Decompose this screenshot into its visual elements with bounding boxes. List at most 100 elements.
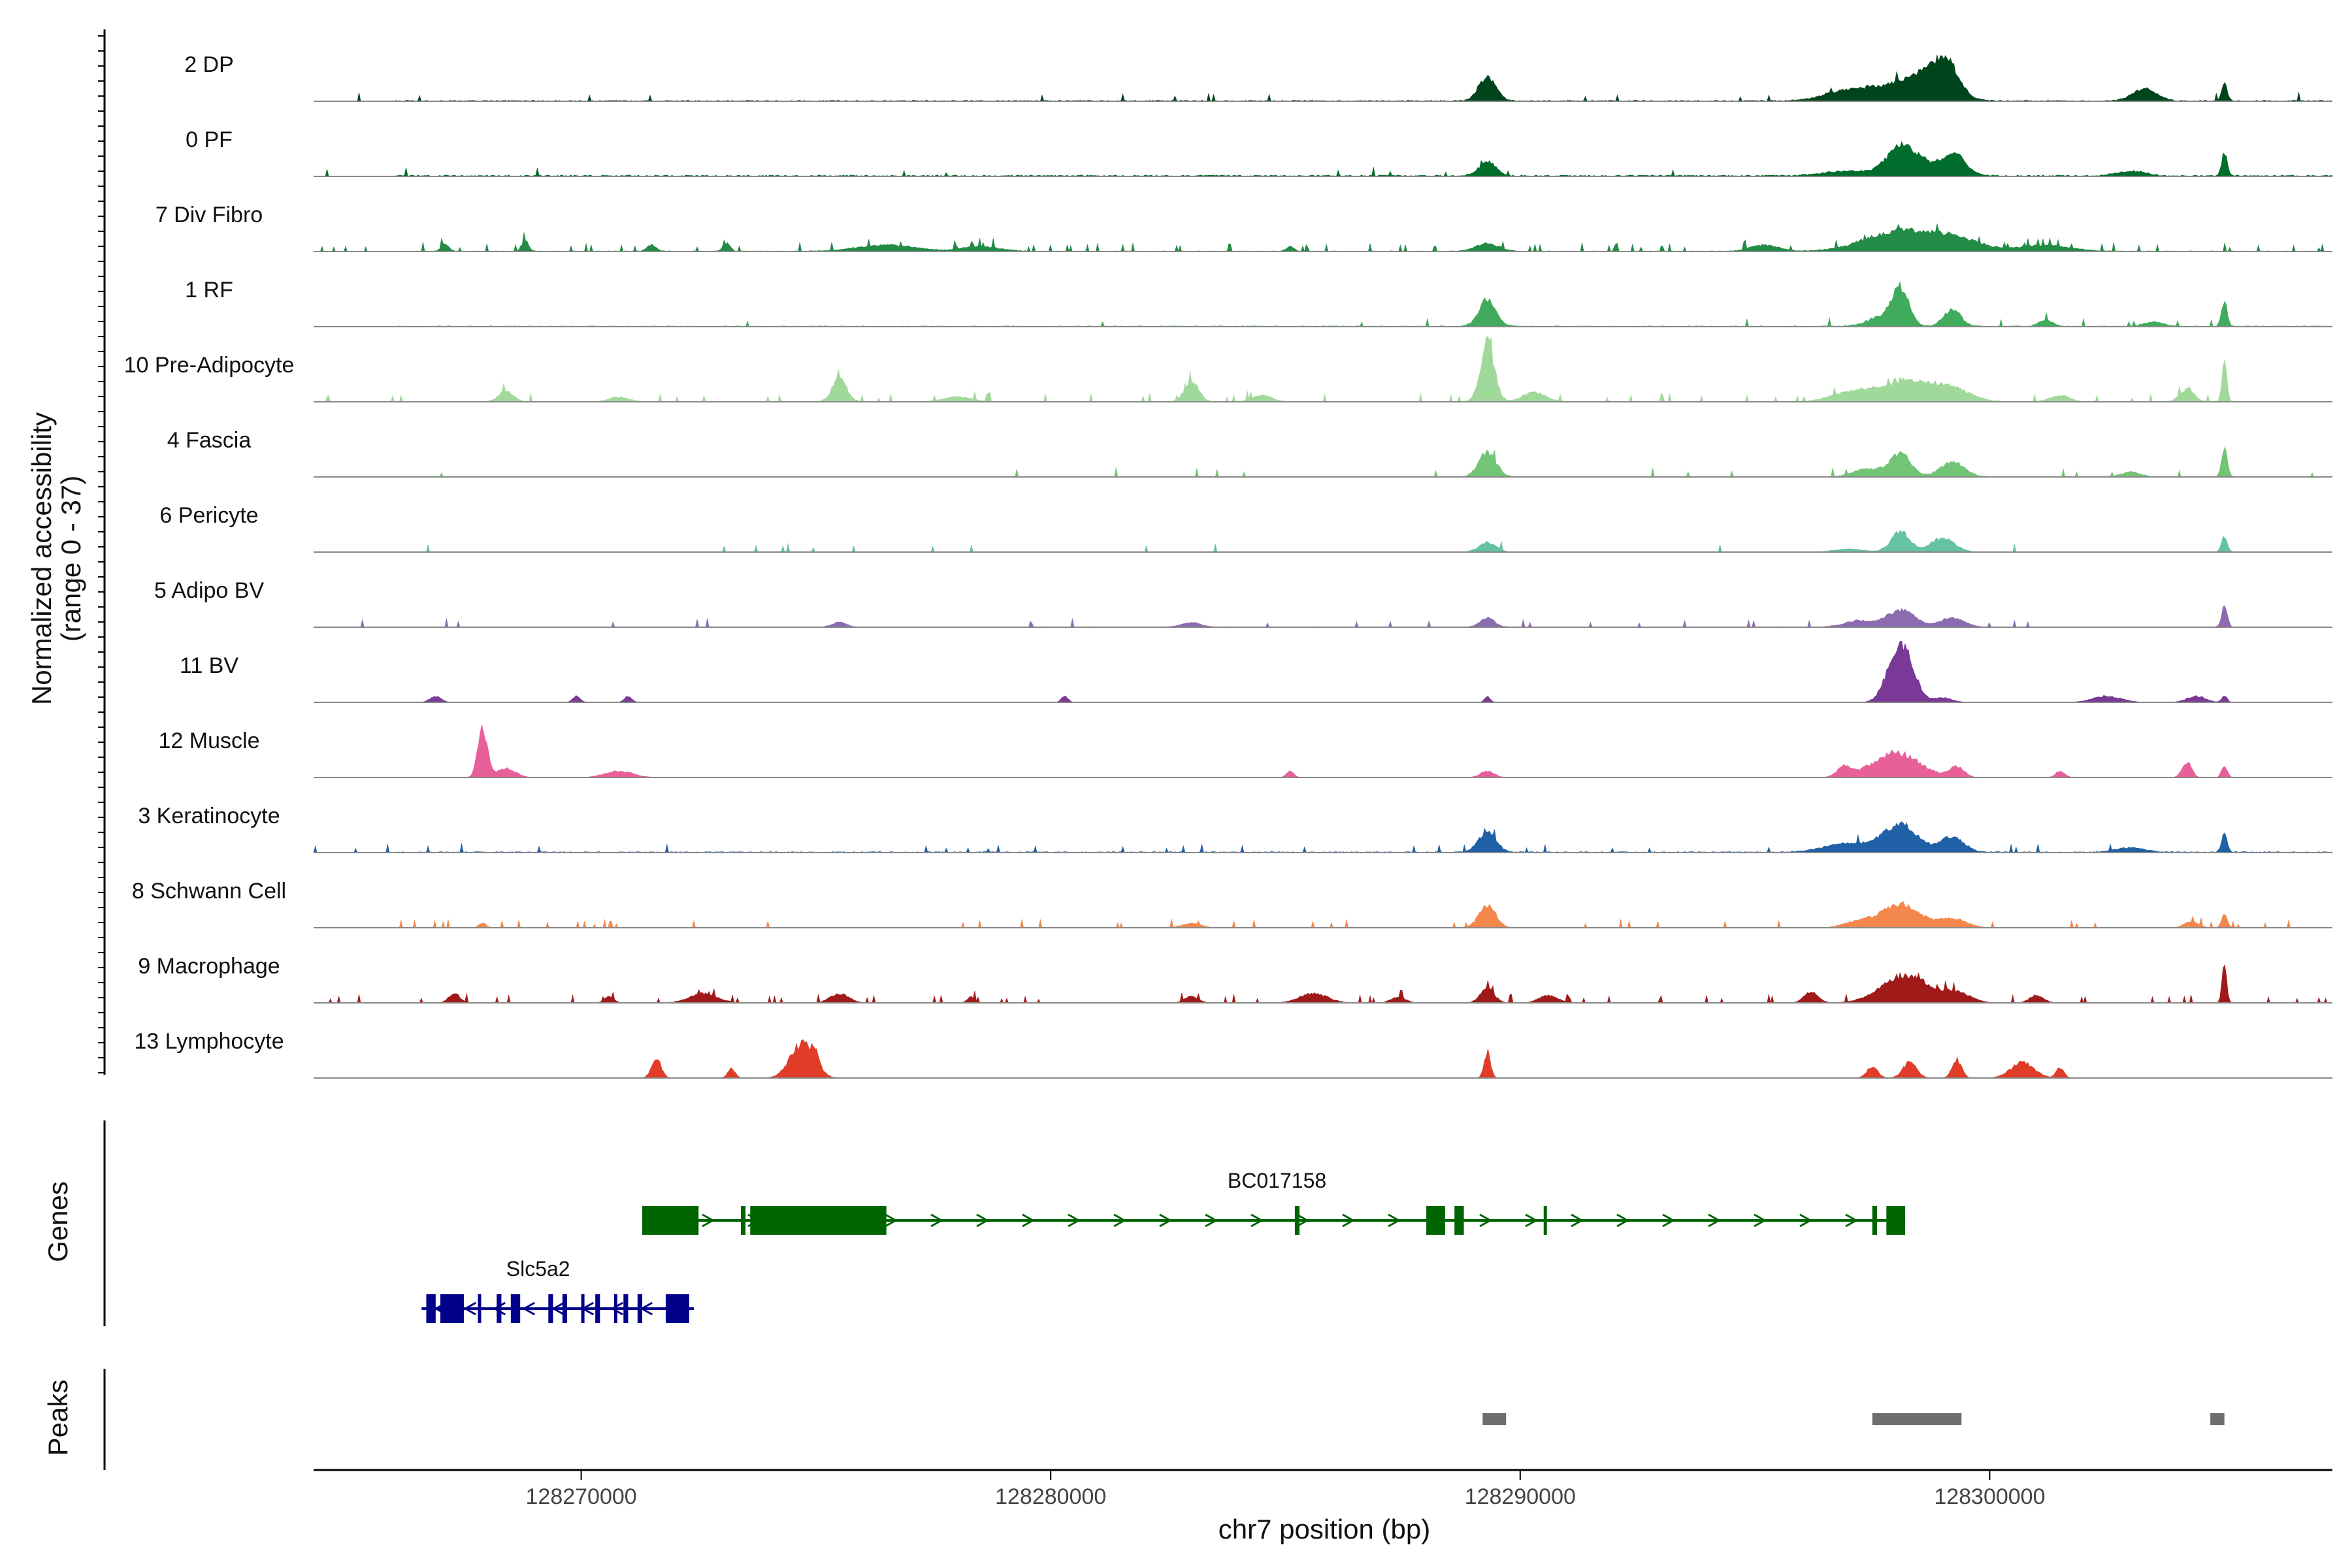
strand-arrow [1388, 1213, 1401, 1228]
x-tick-label: 128270000 [526, 1484, 637, 1509]
coverage-area [314, 529, 2333, 553]
coverage-track: 8 Schwann Cell [132, 879, 2332, 928]
peak-region [2210, 1413, 2225, 1425]
strand-arrow [702, 1213, 715, 1228]
gene-exon [665, 1294, 689, 1323]
strand-arrow [1296, 1213, 1310, 1228]
y-axis-title: Normalized accessibility [26, 412, 57, 705]
peak-region [1872, 1413, 1962, 1425]
coverage-track: 2 DP [184, 52, 2333, 102]
gene-exon [510, 1294, 521, 1323]
gene-exon [548, 1294, 553, 1323]
strand-arrow [1022, 1213, 1036, 1228]
coverage-track: 3 Keratinocyte [138, 804, 2333, 853]
genes-panel-label: Genes [42, 1181, 73, 1262]
gene-model: Slc5a2 [421, 1257, 694, 1323]
strand-arrow [1799, 1213, 1813, 1228]
coverage-track: 0 PF [186, 127, 2333, 177]
gene-exon [1426, 1206, 1445, 1235]
strand-arrow [1479, 1213, 1493, 1228]
gene-name: Slc5a2 [506, 1257, 570, 1281]
strand-arrow [1342, 1213, 1356, 1228]
gene-exon [440, 1294, 464, 1323]
strand-arrow [493, 1301, 506, 1316]
coverage-area [314, 964, 2332, 1004]
coverage-area [314, 223, 2333, 252]
track-label: 4 Fascia [167, 428, 252, 453]
gene-exon [1454, 1206, 1464, 1235]
coverage-track: 1 RF [185, 278, 2333, 327]
gene-annotation-panel: BC017158 Slc5a2 [103, 1120, 1906, 1326]
accessibility-tracks: 2 DP 0 PF 7 Div Fibro 1 RF 10 Pre-Adipocyte 4… [98, 29, 2333, 1079]
peaks-panel-label: Peaks [42, 1380, 73, 1456]
track-label: 7 Div Fibro [155, 203, 263, 227]
track-label: 9 Macrophage [138, 954, 280, 979]
gene-exon [497, 1294, 502, 1323]
track-label: 3 Keratinocyte [138, 804, 280, 828]
strand-arrow [1525, 1213, 1539, 1228]
y-axis-subtitle: (range 0 - 37) [56, 476, 86, 642]
coverage-track: 10 Pre-Adipocyte [124, 336, 2333, 402]
coverage-area [314, 605, 2333, 628]
strand-arrow [885, 1213, 898, 1228]
peak-region [1482, 1413, 1507, 1425]
coverage-track: 13 Lymphocyte [134, 1029, 2332, 1079]
coverage-area [314, 140, 2333, 177]
gene-exon [595, 1294, 600, 1323]
x-tick-label: 128300000 [1934, 1484, 2045, 1509]
strand-arrow [522, 1301, 536, 1316]
gene-model: BC017158 [642, 1169, 1906, 1235]
x-tick-label: 128280000 [995, 1484, 1106, 1509]
coverage-track: 11 BV [180, 641, 2332, 703]
strand-arrow [1113, 1213, 1127, 1228]
coverage-track: 5 Adipo BV [154, 578, 2333, 628]
gene-exon [1543, 1206, 1547, 1235]
gene-exon [1294, 1206, 1300, 1235]
gene-exon [426, 1294, 436, 1323]
strand-arrow [1159, 1213, 1173, 1228]
gene-exon [623, 1294, 629, 1323]
coverage-area [314, 901, 2332, 928]
track-label: 6 Pericyte [159, 503, 258, 528]
gene-exon [642, 1206, 699, 1235]
coverage-track: 7 Div Fibro [155, 203, 2333, 252]
track-label: 2 DP [184, 52, 234, 77]
gene-name: BC017158 [1228, 1169, 1326, 1192]
track-label: 12 Muscle [159, 728, 260, 753]
track-label: 10 Pre-Adipocyte [124, 353, 295, 378]
gene-exon [562, 1294, 568, 1323]
coverage-area [314, 281, 2333, 327]
x-axis-title: chr7 position (bp) [1218, 1514, 1431, 1544]
strand-arrow [1662, 1213, 1676, 1228]
gene-exon [637, 1294, 643, 1323]
track-label: 1 RF [185, 278, 233, 302]
strand-arrow [1250, 1213, 1264, 1228]
strand-arrow [1068, 1213, 1081, 1228]
gene-exon [1872, 1206, 1877, 1235]
coverage-area [313, 821, 2333, 853]
strand-arrow [976, 1213, 990, 1228]
coverage-area [314, 54, 2333, 102]
strand-arrow [1205, 1213, 1218, 1228]
coverage-track: 6 Pericyte [159, 503, 2333, 553]
coverage-area [314, 1039, 2332, 1079]
strand-arrow [1754, 1213, 1767, 1228]
strand-arrow [1616, 1213, 1630, 1228]
coverage-track: 12 Muscle [159, 725, 2332, 778]
track-label: 8 Schwann Cell [132, 879, 286, 904]
peak-annotation-panel [103, 1369, 2225, 1470]
strand-arrow [551, 1301, 565, 1316]
strand-arrow [1571, 1213, 1584, 1228]
coverage-area [314, 641, 2332, 703]
coverage-area [314, 336, 2333, 402]
strand-arrow [463, 1301, 477, 1316]
coverage-area [314, 446, 2333, 478]
gene-exon [478, 1294, 482, 1323]
x-axis: 128270000 128280000 128290000 128300000 [314, 1469, 2332, 1509]
strand-arrow [930, 1213, 944, 1228]
gene-exon [613, 1294, 617, 1323]
track-label: 11 BV [180, 653, 238, 678]
gene-exon [740, 1206, 746, 1235]
gene-exon [1886, 1206, 1906, 1235]
